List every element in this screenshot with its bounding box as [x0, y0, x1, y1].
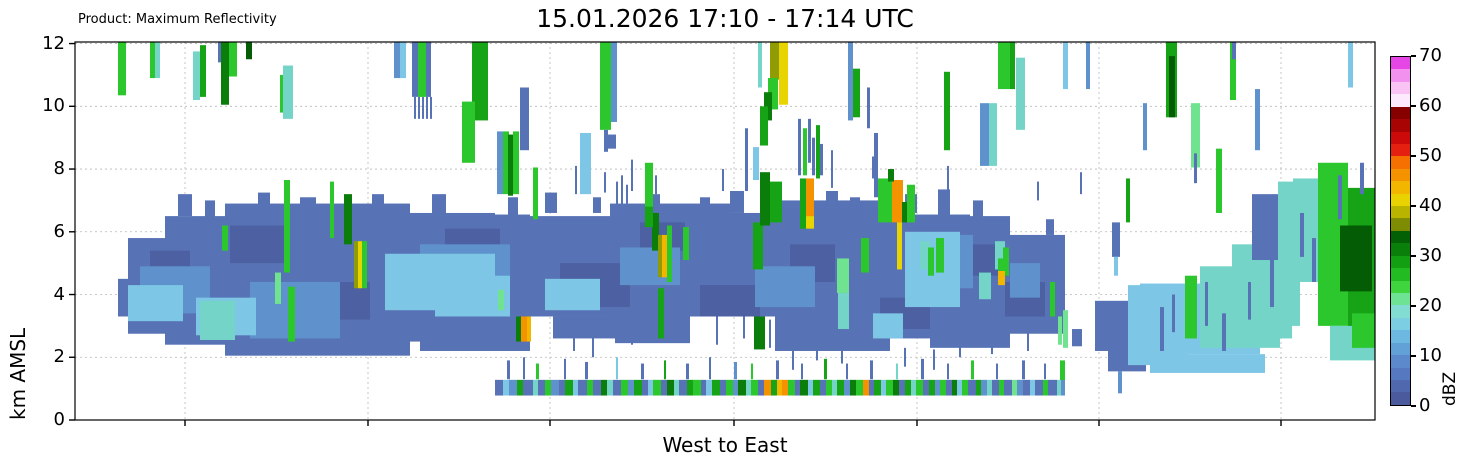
colorbar-segment [1391, 293, 1410, 306]
colorbar-tick-label: 50 [1419, 145, 1442, 166]
colorbar-tick-label: 0 [1419, 395, 1431, 416]
colorbar-segment [1391, 268, 1410, 281]
radar-heatmap [69, 41, 1376, 426]
colorbar [1390, 56, 1411, 406]
colorbar-segment [1391, 355, 1410, 368]
colorbar-tick-label: 60 [1419, 95, 1442, 116]
y-tick-label: 2 [53, 346, 65, 368]
colorbar-segment [1391, 156, 1410, 169]
colorbar-label: dBZ [1440, 371, 1460, 406]
colorbar-tick-mark [1411, 205, 1416, 207]
colorbar-segment [1391, 181, 1410, 194]
colorbar-tick-mark [1411, 405, 1416, 407]
colorbar-segment [1391, 330, 1410, 343]
plot-title: 15.01.2026 17:10 - 17:14 UTC [536, 4, 914, 33]
colorbar-tick-mark [1411, 255, 1416, 257]
colorbar-segment [1391, 280, 1410, 294]
colorbar-segment [1391, 342, 1410, 356]
colorbar-segment [1391, 206, 1410, 219]
colorbar-segment [1391, 317, 1410, 331]
colorbar-tick-label: 70 [1419, 45, 1442, 66]
y-tick-label: 12 [42, 32, 65, 54]
colorbar-tick-label: 30 [1419, 245, 1442, 266]
colorbar-segment [1391, 243, 1410, 256]
x-axis-label: West to East [662, 433, 788, 457]
colorbar-segment [1391, 218, 1410, 231]
colorbar-segment [1391, 57, 1410, 70]
y-tick-label: 10 [42, 95, 65, 117]
y-tick-label: 0 [53, 409, 65, 430]
colorbar-segment [1391, 305, 1410, 318]
colorbar-segment [1391, 230, 1410, 244]
y-tick-label: 8 [53, 158, 65, 180]
colorbar-segment [1391, 131, 1410, 144]
colorbar-tick-mark [1411, 155, 1416, 157]
y-tick-label: 6 [53, 220, 65, 242]
colorbar-segment [1391, 255, 1410, 269]
colorbar-segment [1391, 106, 1410, 120]
colorbar-tick-mark [1411, 355, 1416, 357]
colorbar-tick-label: 20 [1419, 295, 1442, 316]
colorbar-tick-mark [1411, 305, 1416, 307]
product-label: Product: Maximum Reflectivity [78, 12, 277, 27]
colorbar-segment [1391, 392, 1410, 405]
y-tick-label: 4 [53, 283, 65, 305]
colorbar-segment [1391, 379, 1410, 393]
colorbar-segment [1391, 168, 1410, 182]
plot-area [69, 41, 1376, 426]
colorbar-segment [1391, 69, 1410, 82]
colorbar-tick-label: 40 [1419, 195, 1442, 216]
colorbar-segment [1391, 94, 1410, 107]
colorbar-segment [1391, 81, 1410, 95]
colorbar-segment [1391, 119, 1410, 132]
colorbar-tick-mark [1411, 105, 1416, 107]
colorbar-segment [1391, 193, 1410, 207]
colorbar-tick-mark [1411, 55, 1416, 57]
colorbar-tick-label: 10 [1419, 345, 1442, 366]
colorbar-segment [1391, 367, 1410, 380]
colorbar-segment [1391, 143, 1410, 157]
